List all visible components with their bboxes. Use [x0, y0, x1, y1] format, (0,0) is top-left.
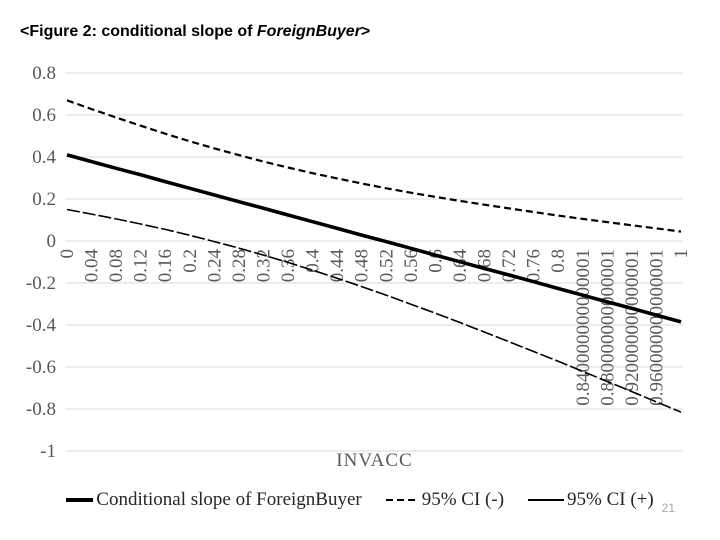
- legend-swatch-solid-thick-line: [66, 498, 94, 502]
- page-number: 21: [661, 501, 675, 515]
- y-tick-label: 0.6: [32, 105, 56, 126]
- legend-label: 95% CI (-): [421, 489, 505, 510]
- x-tick-label: 0.76: [524, 249, 545, 282]
- x-tick-label: 0.56: [401, 249, 422, 282]
- y-tick-label: -0.4: [26, 315, 57, 336]
- legend-item-ci-minus: 95% CI (-): [385, 489, 505, 511]
- x-tick-label: 0.12: [131, 249, 152, 282]
- legend-label: 95% CI (+): [567, 489, 654, 510]
- x-tick-label: 0.48: [352, 249, 373, 282]
- legend-swatch-dashed-line: [385, 498, 419, 502]
- x-tick-label: 0.920000000000001: [622, 249, 643, 406]
- x-tick-label: 0.28: [229, 249, 250, 282]
- series-line-0: [66, 153, 682, 324]
- y-tick-label: 0.4: [32, 147, 56, 168]
- x-tick-label: 0.16: [155, 249, 176, 282]
- legend-swatch-solid-thin-line: [528, 498, 565, 502]
- legend-item-conditional-slope: Conditional slope of ForeignBuyer: [66, 489, 362, 511]
- x-tick-label: 0.64: [450, 249, 471, 283]
- x-tick-label: 0.840000000000001: [573, 249, 594, 406]
- series-line-1: [66, 99, 682, 233]
- legend-item-ci-plus: 95% CI (+): [528, 489, 654, 511]
- y-tick-label: -0.6: [26, 357, 56, 378]
- x-tick-label: 0.68: [475, 249, 496, 282]
- figure-title: <Figure 2: conditional slope of ForeignB…: [20, 23, 370, 41]
- x-tick-label: 0.36: [278, 249, 299, 282]
- x-tick-label: 0: [57, 249, 78, 259]
- y-tick-label: 0: [47, 231, 57, 252]
- figure-title-emphasis: ForeignBuyer: [256, 23, 361, 40]
- x-tick-label: 0.52: [376, 249, 397, 282]
- x-tick-label: 0.04: [82, 249, 103, 283]
- x-tick-label: 1: [671, 249, 692, 259]
- x-tick-label: 0.08: [106, 249, 127, 282]
- x-tick-label: 0.24: [204, 249, 225, 283]
- figure-title-prefix: <Figure 2: conditional slope of: [20, 23, 257, 40]
- y-tick-label: -0.8: [26, 399, 56, 420]
- x-tick-label: 0.44: [327, 249, 348, 283]
- x-tick-label: 0.8: [548, 249, 569, 273]
- x-tick-label: 0.880000000000001: [597, 249, 618, 406]
- x-tick-label: 0.960000000000001: [646, 249, 667, 406]
- y-tick-label: -1: [40, 441, 56, 462]
- y-tick-label: 0.2: [32, 189, 56, 210]
- x-axis-title: INVACC: [336, 450, 413, 471]
- figure-title-suffix: >: [360, 23, 371, 40]
- x-tick-label: 0.32: [253, 249, 274, 282]
- y-tick-label: -0.2: [26, 273, 56, 294]
- x-tick-label: 0.2: [180, 249, 201, 273]
- chart-legend: Conditional slope of ForeignBuyer 95% CI…: [0, 489, 720, 511]
- series-line-2: [66, 208, 682, 413]
- y-tick-label: 0.8: [32, 63, 56, 84]
- x-tick-label: 0.4: [303, 249, 324, 273]
- legend-label: Conditional slope of ForeignBuyer: [96, 489, 362, 510]
